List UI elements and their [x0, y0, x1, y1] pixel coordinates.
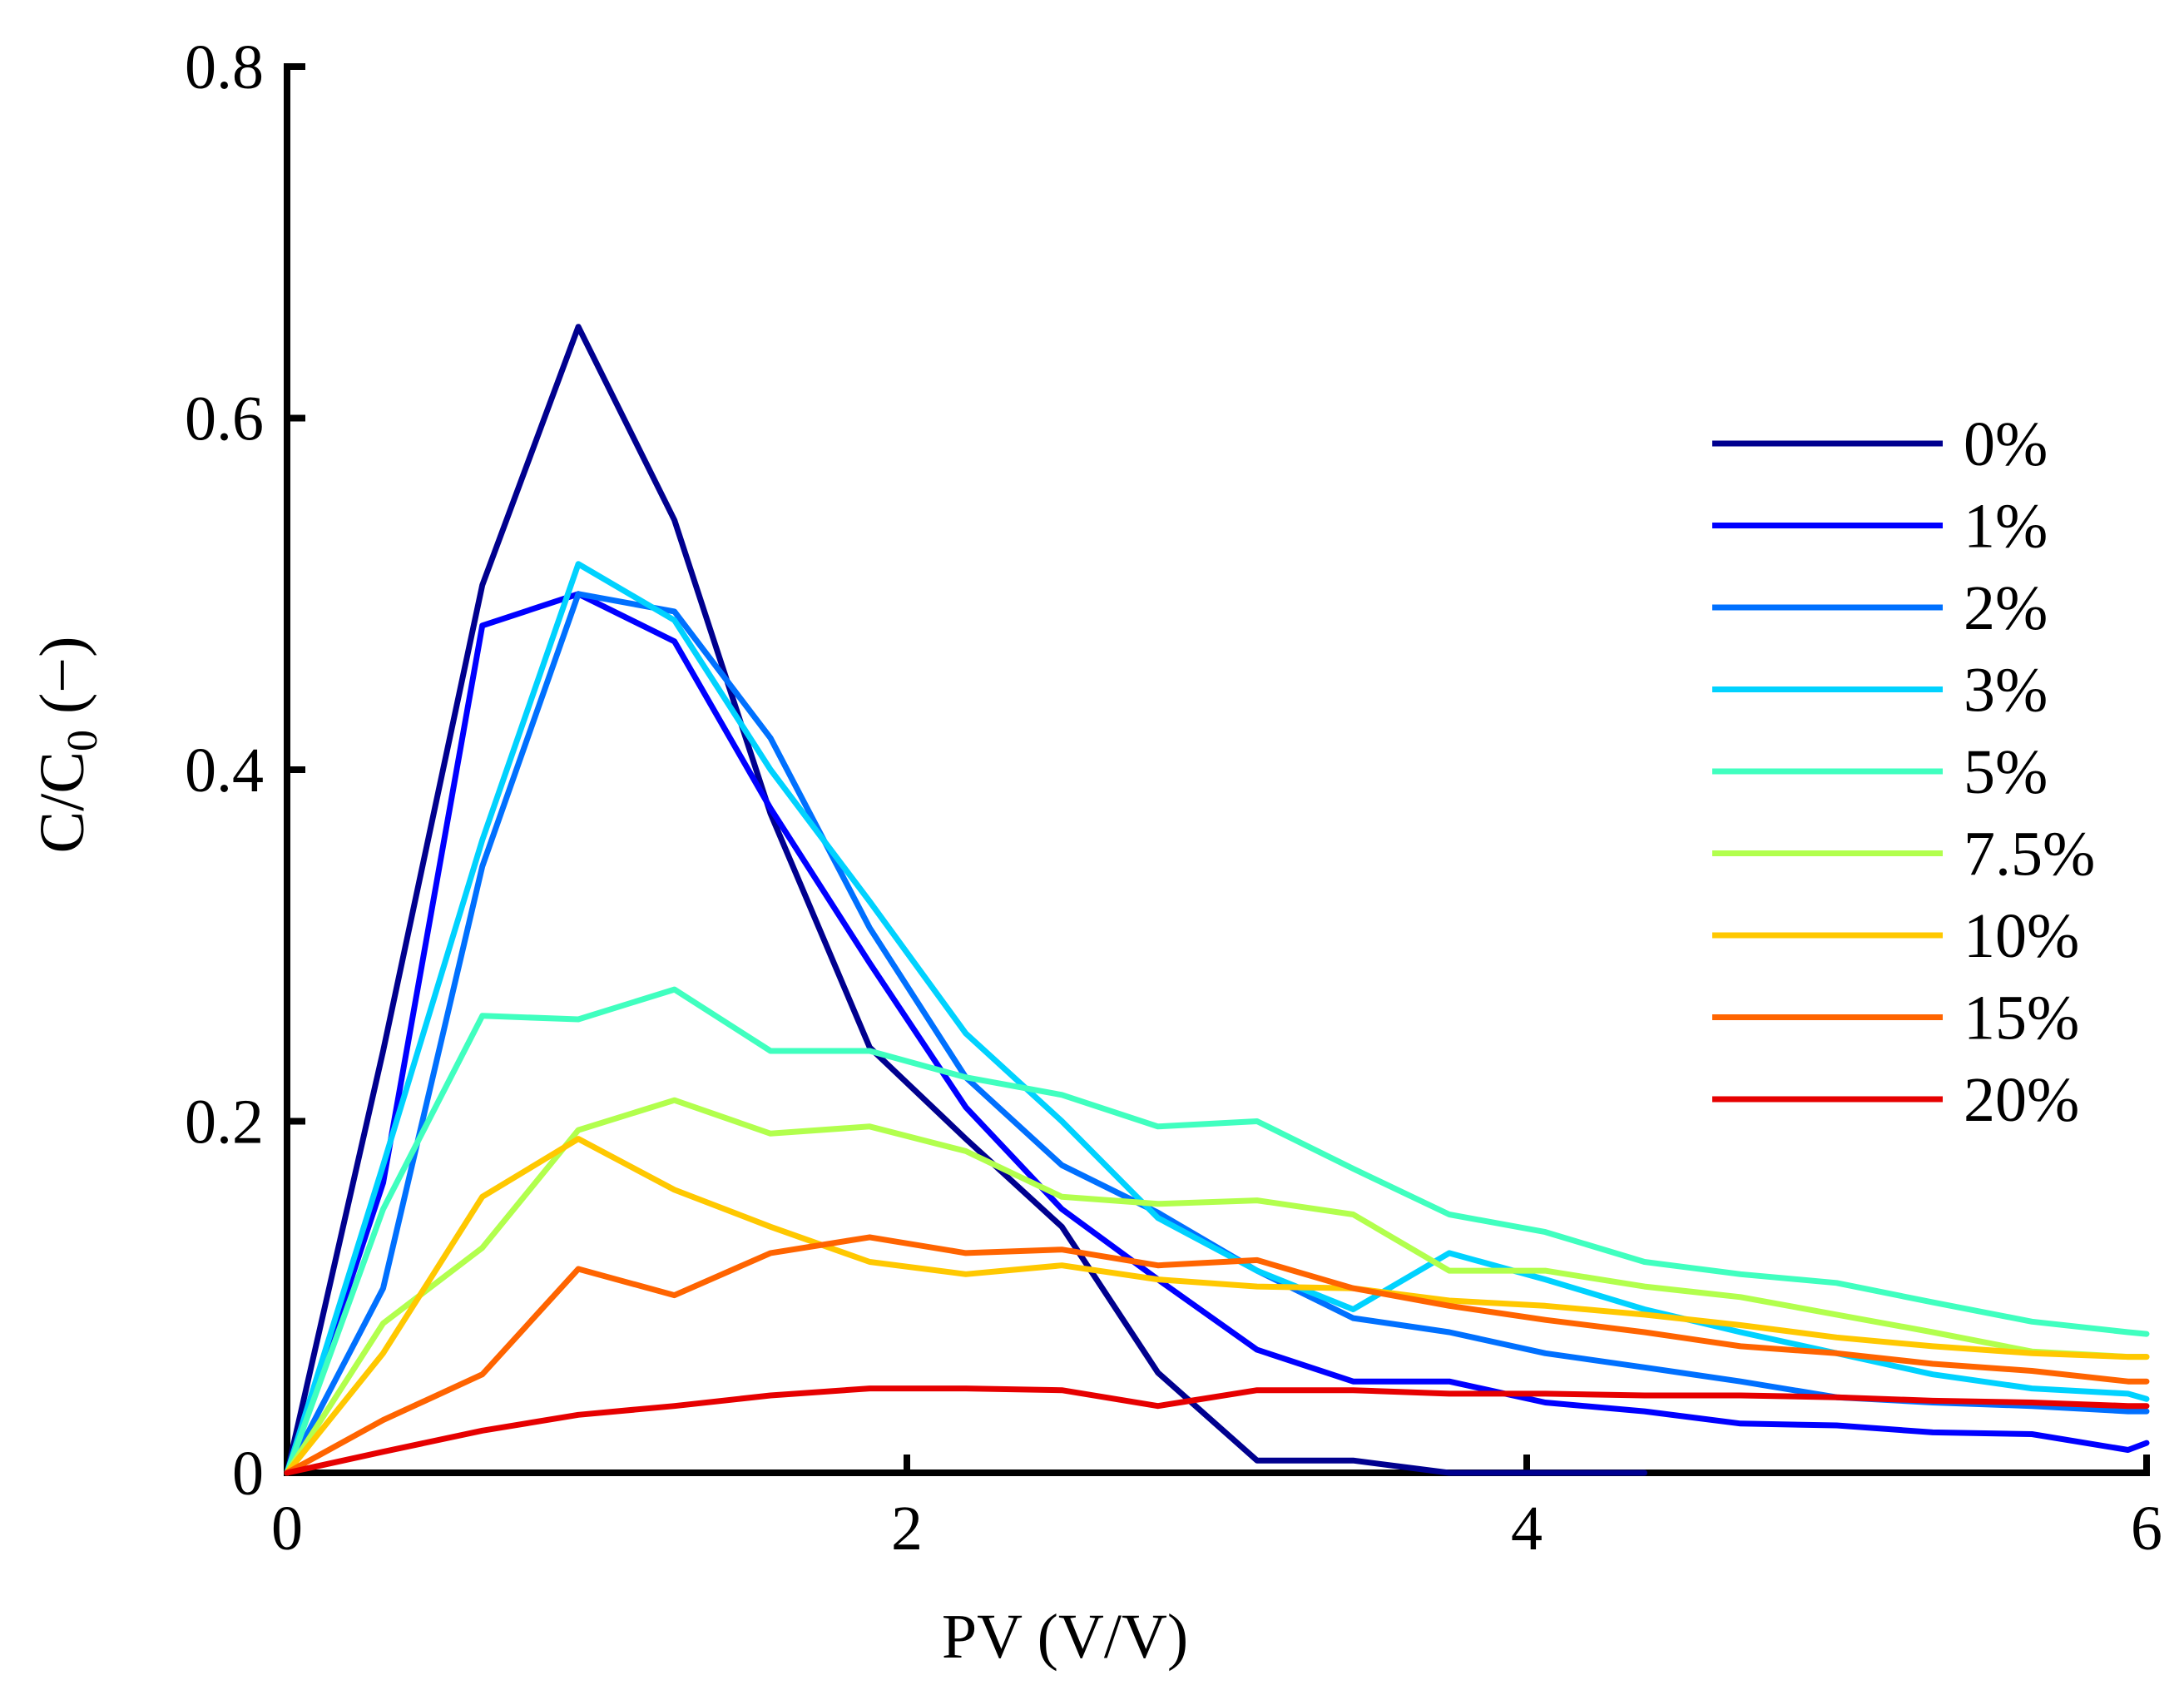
legend-label: 2%	[1964, 573, 2048, 643]
x-tick-label: 6	[2131, 1494, 2162, 1564]
y-tick-label: 0.8	[185, 32, 264, 102]
legend-label: 3%	[1964, 656, 2048, 726]
legend-label: 7.5%	[1964, 820, 2095, 890]
series-line-3-	[284, 561, 2150, 1476]
y-axis-label-subscript: 0	[59, 730, 106, 751]
series-line-10-	[284, 1136, 2150, 1476]
legend-label: 0%	[1964, 409, 2048, 479]
series-line-20-	[284, 1385, 2150, 1476]
x-tick-label: 2	[891, 1494, 923, 1564]
y-tick-label: 0	[232, 1439, 264, 1509]
axes	[284, 63, 2150, 1476]
series-lines	[284, 324, 2150, 1476]
series-line-0-	[284, 324, 1647, 1476]
y-axis-label-unit: (−)	[27, 637, 97, 730]
y-tick-label: 0.6	[185, 384, 264, 454]
series-line-7-5-	[284, 1097, 2150, 1476]
legend-label: 20%	[1964, 1065, 2079, 1135]
y-axis-label-main: C/C	[27, 751, 97, 854]
series-line-15-	[284, 1234, 2150, 1476]
legend-label: 10%	[1964, 901, 2079, 971]
legend: 0% 1% 2% 3% 5% 7.5% 10% 15% 20%	[1712, 409, 2095, 1135]
legend-label: 5%	[1964, 737, 2048, 807]
x-tick-label: 4	[1511, 1494, 1543, 1564]
series-line-5-	[284, 986, 2150, 1476]
x-axis-label: PV (V/V)	[942, 1602, 1188, 1672]
x-tick-label: 0	[271, 1494, 303, 1564]
legend-label: 15%	[1964, 984, 2079, 1053]
y-axis-label: C/C0 (−)	[27, 637, 106, 854]
legend-label: 1%	[1964, 492, 2048, 562]
tick-labels: 0 2 4 6 0 0.2 0.4 0.6 0.8	[185, 32, 2162, 1564]
series-line-1-	[284, 591, 2150, 1476]
y-tick-label: 0.4	[185, 736, 264, 805]
y-tick-label: 0.2	[185, 1088, 264, 1157]
